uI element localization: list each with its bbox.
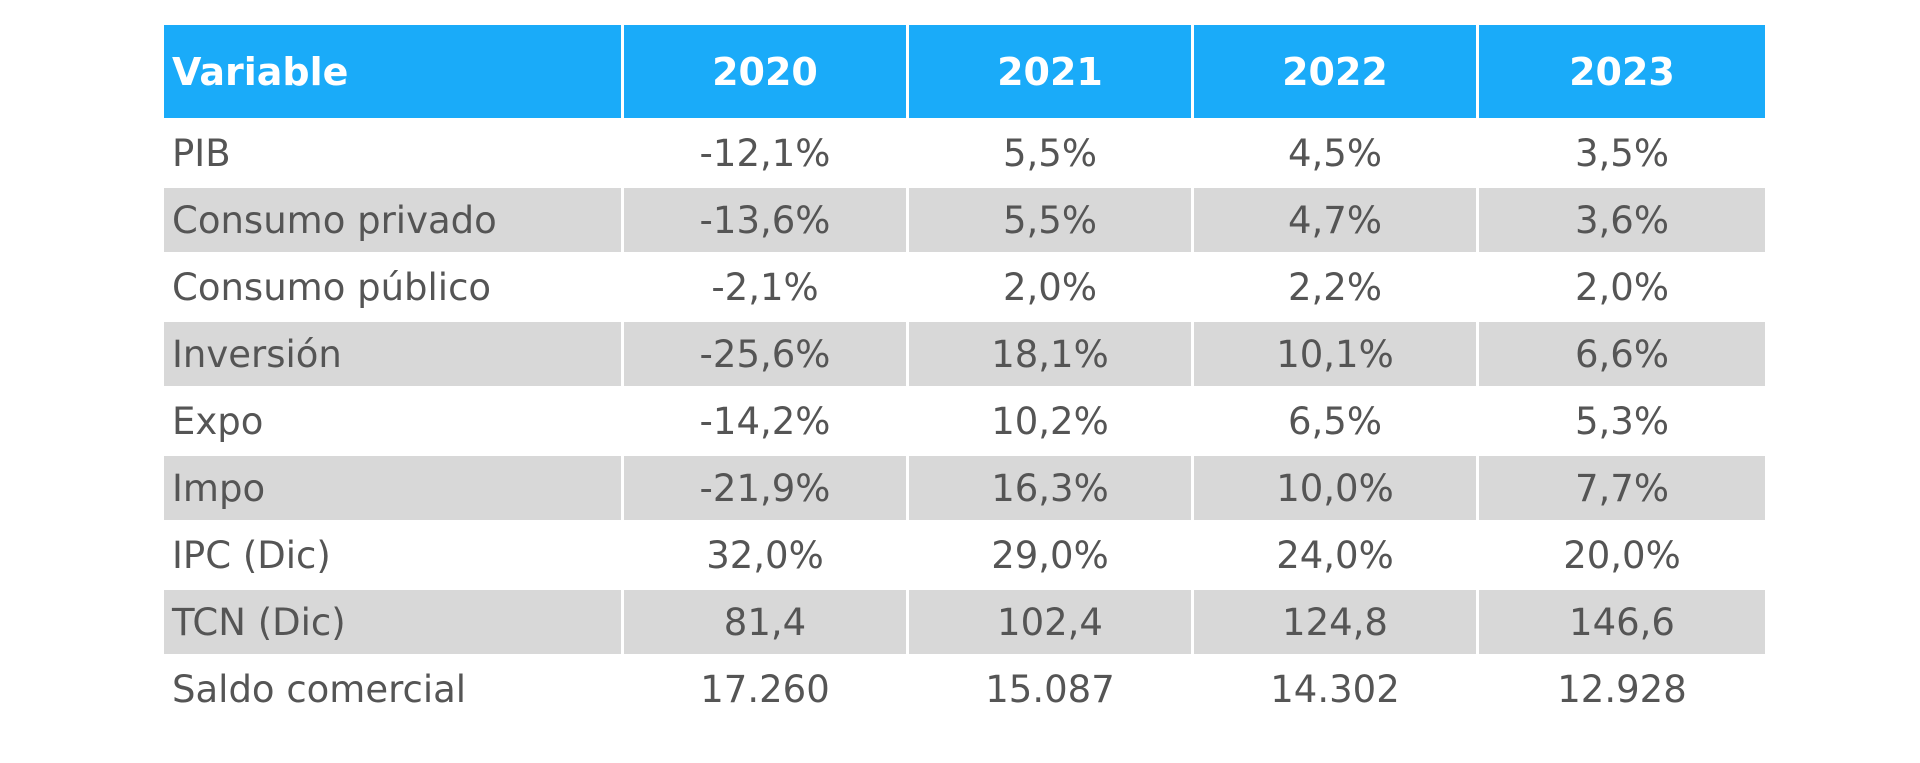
forecast-table: Variable 2020 2021 2022 2023 PIB -12,1% … xyxy=(164,25,1765,721)
header-2020: 2020 xyxy=(624,25,906,118)
cell-value: 6,5% xyxy=(1288,399,1382,443)
cell-value: 2,0% xyxy=(1003,265,1097,309)
cell-value: 5,3% xyxy=(1575,399,1669,443)
cell-value: 10,1% xyxy=(1194,322,1476,386)
table-row: Impo -21,9% 16,3% 10,0% 7,7% xyxy=(164,456,1765,520)
cell-value: -12,1% xyxy=(699,131,831,175)
cell-value: 5,5% xyxy=(909,188,1191,252)
cell-value: 10,0% xyxy=(1194,456,1476,520)
table-row: Consumo público -2,1% 2,0% 2,2% 2,0% xyxy=(164,255,1753,319)
header-2022: 2022 xyxy=(1194,25,1476,118)
table-row: TCN (Dic) 81,4 102,4 124,8 146,6 xyxy=(164,590,1765,654)
cell-value: 81,4 xyxy=(624,590,906,654)
cell-value: 16,3% xyxy=(909,456,1191,520)
cell-value: 102,4 xyxy=(909,590,1191,654)
table-header: Variable 2020 2021 2022 2023 xyxy=(164,25,1765,118)
row-label: Saldo comercial xyxy=(172,667,467,711)
row-label: Consumo público xyxy=(172,265,492,309)
table-row: Consumo privado -13,6% 5,5% 4,7% 3,6% xyxy=(164,188,1765,252)
table-row: Inversión -25,6% 18,1% 10,1% 6,6% xyxy=(164,322,1765,386)
cell-value: 2,0% xyxy=(1575,265,1669,309)
cell-value: 4,5% xyxy=(1288,131,1382,175)
header-2021: 2021 xyxy=(909,25,1191,118)
cell-value: 7,7% xyxy=(1479,456,1765,520)
cell-value: 5,5% xyxy=(1003,131,1097,175)
cell-value: 2,2% xyxy=(1288,265,1382,309)
cell-value: 3,6% xyxy=(1479,188,1765,252)
cell-value: 4,7% xyxy=(1194,188,1476,252)
header-variable: Variable xyxy=(164,25,621,118)
cell-value: -14,2% xyxy=(699,399,831,443)
table-row: PIB -12,1% 5,5% 4,5% 3,5% xyxy=(164,121,1753,185)
row-label: Consumo privado xyxy=(164,188,621,252)
header-2023: 2023 xyxy=(1479,25,1765,118)
row-label: PIB xyxy=(172,131,231,175)
cell-value: 124,8 xyxy=(1194,590,1476,654)
row-label: Inversión xyxy=(164,322,621,386)
cell-value: 12.928 xyxy=(1557,667,1687,711)
cell-value: 17.260 xyxy=(700,667,830,711)
cell-value: 18,1% xyxy=(909,322,1191,386)
cell-value: 10,2% xyxy=(991,399,1109,443)
row-label: IPC (Dic) xyxy=(172,533,331,577)
cell-value: -21,9% xyxy=(624,456,906,520)
cell-value: 15.087 xyxy=(985,667,1115,711)
cell-value: 146,6 xyxy=(1479,590,1765,654)
cell-value: 32,0% xyxy=(706,533,824,577)
cell-value: 24,0% xyxy=(1276,533,1394,577)
table-row: IPC (Dic) 32,0% 29,0% 24,0% 20,0% xyxy=(164,523,1753,587)
cell-value: -13,6% xyxy=(624,188,906,252)
table-row: Expo -14,2% 10,2% 6,5% 5,3% xyxy=(164,389,1753,453)
cell-value: 6,6% xyxy=(1479,322,1765,386)
cell-value: 29,0% xyxy=(991,533,1109,577)
row-label: TCN (Dic) xyxy=(164,590,621,654)
cell-value: 20,0% xyxy=(1563,533,1681,577)
table-row: Saldo comercial 17.260 15.087 14.302 12.… xyxy=(164,657,1753,721)
row-label: Impo xyxy=(164,456,621,520)
cell-value: -25,6% xyxy=(624,322,906,386)
cell-value: 14.302 xyxy=(1270,667,1400,711)
row-label: Expo xyxy=(172,399,264,443)
cell-value: -2,1% xyxy=(711,265,819,309)
cell-value: 3,5% xyxy=(1575,131,1669,175)
